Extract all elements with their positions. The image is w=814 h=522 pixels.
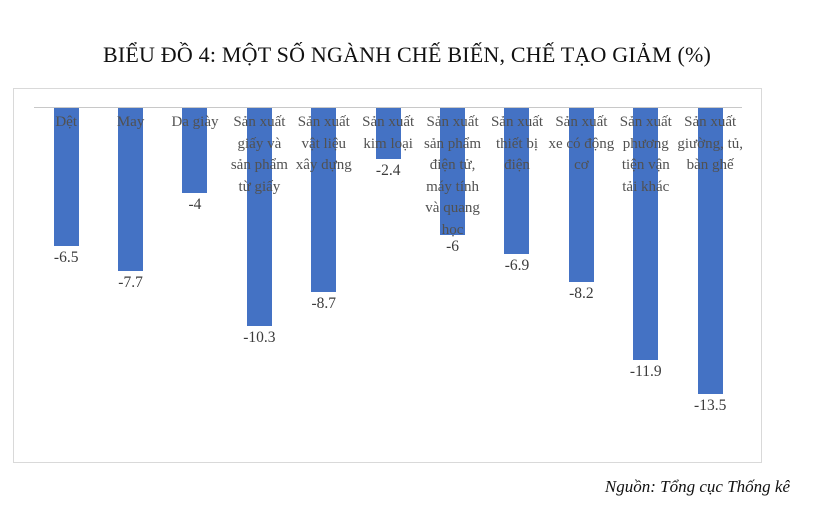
category-label: Sản xuất sản phẩm điện tử, máy tính và q…	[424, 114, 482, 238]
category-label: Da giày	[171, 114, 219, 130]
bar-column: Sản xuất kim loại -2.4	[356, 89, 420, 462]
chart-area: Dệt -6.5 May -7.7 Da giày -4 Sản xuất giấy và …	[13, 88, 762, 463]
category-label: Sản xuất thiết bị điện	[490, 114, 544, 173]
bar	[53, 108, 79, 246]
bar-column: Sản xuất giường, tủ, bàn ghế -13.5	[677, 89, 744, 462]
value-label: -13.5	[694, 397, 727, 414]
bar	[633, 108, 659, 360]
category-label: Sản xuất xe có động cơ	[548, 114, 615, 173]
bar	[440, 108, 466, 235]
bar	[568, 108, 594, 282]
bar-column: May -7.7	[98, 89, 162, 462]
bar-column: Sản xuất sản phẩm điện tử, máy tính và q…	[420, 89, 484, 462]
bar-column: Sản xuất giấy và sản phẩm từ giấy -10.3	[227, 89, 291, 462]
bar	[118, 108, 144, 271]
value-label: -6.9	[504, 257, 530, 274]
bar	[311, 108, 337, 292]
plot-area: Dệt -6.5 May -7.7 Da giày -4 Sản xuất giấy và …	[14, 89, 761, 462]
value-label: -6	[446, 238, 460, 255]
bar-column: Da giày -4	[163, 89, 227, 462]
category-label: Sản xuất kim loại	[362, 114, 415, 152]
bar-column: Sản xuất vật liệu xây dựng -8.7	[292, 89, 356, 462]
bar-column: Sản xuất phương tiện vận tải khác -11.9	[614, 89, 678, 462]
bar	[246, 108, 272, 326]
category-label: Sản xuất phương tiện vận tải khác	[619, 114, 672, 195]
value-label: -4	[188, 196, 202, 213]
value-label: -8.7	[311, 295, 337, 312]
bar	[375, 108, 401, 159]
category-label: Sản xuất giường, tủ, bàn ghế	[677, 114, 744, 173]
source-note: Nguồn: Tổng cục Thống kê	[604, 477, 790, 496]
bar-column: Sản xuất thiết bị điện -6.9	[485, 89, 549, 462]
value-label: -10.3	[243, 329, 276, 346]
value-label: -7.7	[118, 274, 143, 291]
bar	[504, 108, 530, 254]
value-label: -2.4	[375, 162, 401, 179]
bar	[697, 108, 723, 394]
chart-title: BIỂU ĐỒ 4: MỘT SỐ NGÀNH CHẾ BIẾN, CHẾ TẠ…	[102, 42, 712, 67]
bar	[182, 108, 208, 193]
category-label: Dệt	[55, 114, 78, 130]
category-label: Sản xuất giấy và sản phẩm từ giấy	[230, 114, 288, 195]
category-label: Sản xuất vật liệu xây dựng	[295, 114, 352, 173]
value-label: -11.9	[629, 363, 662, 380]
bar-column: Sản xuất xe có động cơ -8.2	[548, 89, 615, 462]
category-label: May	[116, 114, 145, 130]
value-label: -6.5	[53, 249, 79, 266]
value-label: -8.2	[569, 285, 594, 302]
bar-column: Dệt -6.5	[34, 89, 98, 462]
zero-axis-line	[34, 107, 742, 108]
